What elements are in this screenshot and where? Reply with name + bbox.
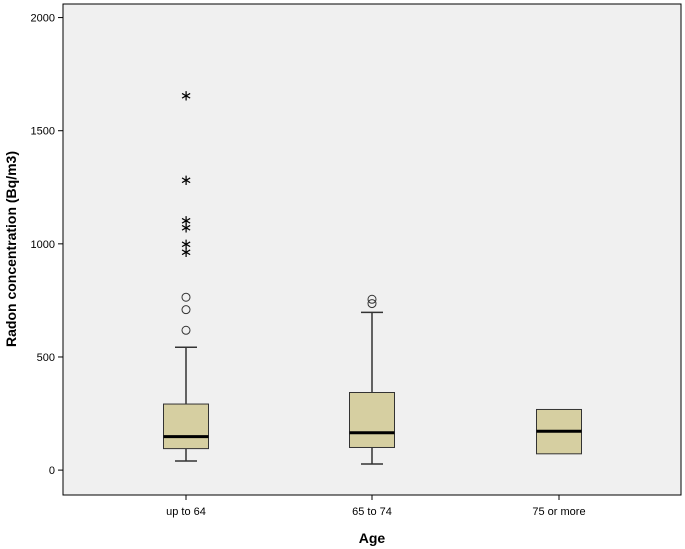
outlier-star: ∗	[180, 87, 193, 105]
y-tick-label: 1000	[31, 239, 55, 251]
outlier-star: ∗	[180, 243, 193, 261]
y-axis: 0 500 1000 1500 2000	[31, 13, 63, 477]
outlier-circle	[181, 305, 191, 315]
x-tick-label: up to 64	[166, 506, 206, 518]
x-tick-label: 75 or more	[532, 506, 585, 518]
iqr-box	[349, 392, 395, 448]
x-axis-title: Age	[359, 530, 386, 546]
y-tick-label: 500	[37, 352, 55, 364]
box-group	[536, 408, 582, 455]
outlier-circle	[181, 292, 191, 302]
outlier-circle	[181, 325, 191, 335]
outlier-circle	[367, 294, 377, 304]
x-axis: up to 64 65 to 74 75 or more	[166, 495, 586, 518]
box-series: ∗∗∗∗∗∗	[163, 87, 582, 465]
y-tick-label: 2000	[31, 13, 55, 25]
outlier-circle	[367, 299, 377, 309]
y-tick-label: 1500	[31, 126, 55, 138]
outlier-star: ∗	[180, 235, 193, 253]
outlier-star: ∗	[180, 171, 193, 189]
iqr-box	[163, 403, 209, 450]
outlier-star: ∗	[180, 218, 193, 236]
box-group: ∗∗∗∗∗∗	[163, 87, 209, 462]
y-tick-label: 0	[49, 465, 55, 477]
x-tick-label: 65 to 74	[352, 506, 392, 518]
outlier-star: ∗	[180, 211, 193, 229]
y-axis-title: Radon concentration (Bq/m3)	[3, 151, 19, 347]
box-group	[349, 294, 395, 465]
